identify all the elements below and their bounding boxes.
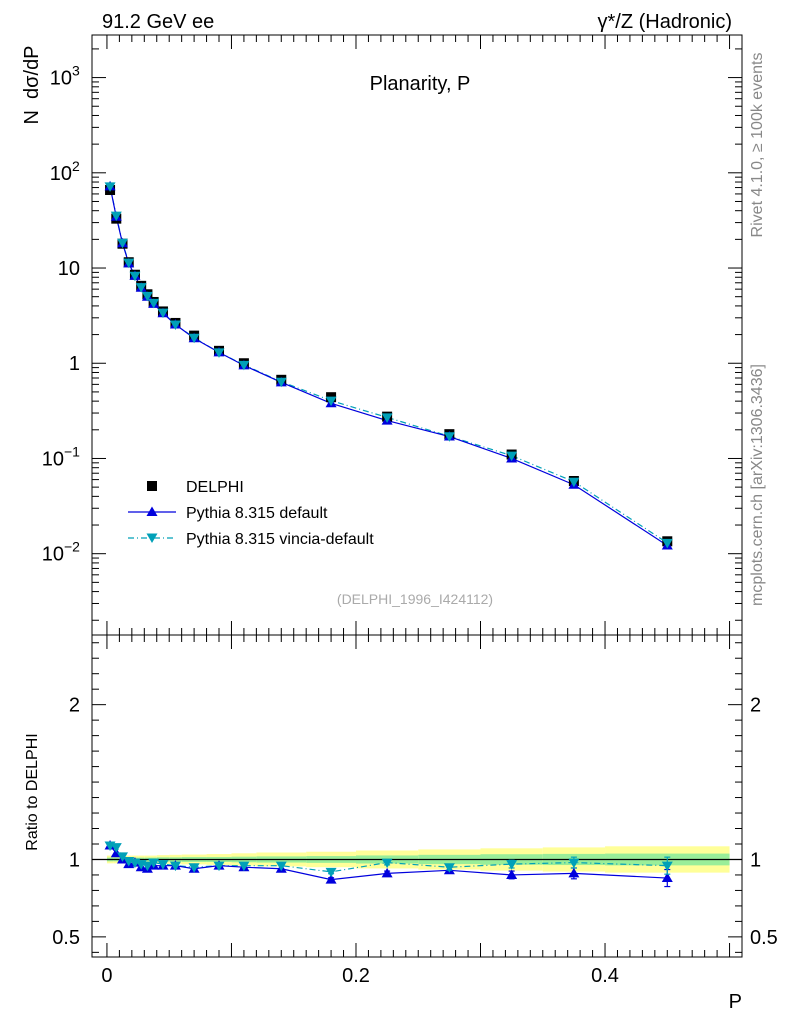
vincia-marker bbox=[123, 258, 135, 269]
main-y-tick-label: 1 bbox=[69, 353, 80, 375]
ratio-y-tick-label: 0.5 bbox=[52, 927, 80, 949]
main-y-tick-label-base: 10 bbox=[50, 163, 72, 185]
vincia-marker bbox=[213, 348, 225, 358]
ratio-vincia-marker bbox=[157, 860, 169, 870]
ratio-y-tick-label: 2 bbox=[69, 695, 80, 717]
ratio-vincia-marker bbox=[188, 863, 200, 873]
ratio-default-marker bbox=[506, 869, 518, 879]
ratio-y-ticks: 0.5 0.5 1 1 2 2 bbox=[52, 642, 778, 953]
ratio-series-layer bbox=[104, 840, 673, 888]
legend-marker-delphi bbox=[147, 481, 157, 491]
main-y-tick-label-base: 10 bbox=[50, 68, 72, 90]
main-y-tick-label: 10 −1 bbox=[42, 443, 80, 470]
vincia-marker bbox=[110, 211, 122, 222]
vincia-marker bbox=[104, 182, 116, 192]
header-right: γ*/Z (Hadronic) bbox=[598, 11, 732, 33]
main-y-tick-label: 10 bbox=[58, 258, 80, 280]
analysis-annotation: (DELPHI_1996_I424112) bbox=[337, 591, 493, 607]
x-tick-label: 0.2 bbox=[342, 965, 370, 987]
ratio-vincia-marker bbox=[169, 861, 181, 872]
ratio-y-tick-label-right: 1 bbox=[750, 849, 761, 871]
main-y-axis-label: N dσ/dP bbox=[21, 45, 43, 124]
vincia-marker bbox=[129, 271, 141, 282]
vincia-marker bbox=[157, 308, 169, 319]
legend-label-pythia-default: Pythia 8.315 default bbox=[186, 505, 328, 522]
main-y-tick-label-base: 10 bbox=[42, 544, 64, 566]
main-y-tick-label: 10 3 bbox=[50, 63, 80, 90]
ratio-default-marker bbox=[325, 874, 337, 884]
ratio-vincia-marker bbox=[213, 861, 225, 872]
vincia-marker bbox=[506, 451, 518, 462]
ratio-vincia-marker bbox=[117, 852, 129, 862]
vincia-marker bbox=[188, 333, 200, 344]
ratio-default-marker bbox=[381, 867, 393, 878]
vincia-marker bbox=[661, 538, 673, 549]
ratio-y-tick-label-right: 2 bbox=[750, 695, 761, 717]
ratio-vincia-marker bbox=[275, 861, 287, 872]
ratio-default-marker bbox=[568, 867, 580, 878]
ratio-vincia-marker bbox=[443, 863, 455, 873]
ratio-vincia-marker bbox=[325, 867, 337, 878]
vincia-marker bbox=[238, 360, 250, 371]
main-y-tick-label-base: 10 bbox=[42, 448, 64, 470]
ratio-vincia-marker bbox=[238, 861, 250, 872]
legend-marker-pythia-default bbox=[146, 506, 158, 516]
vincia-marker bbox=[568, 477, 580, 488]
ratio-vincia-marker bbox=[381, 858, 393, 869]
x-tick-label: 0.4 bbox=[591, 965, 619, 987]
main-y-tick-label-exponent: 2 bbox=[72, 158, 80, 174]
rivet-version-label: Rivet 4.1.0, ≥ 100k events bbox=[749, 53, 766, 238]
ratio-panel: 0.5 0.5 1 1 2 2 0 0.2 0.4 Ratio to DELPHI P bbox=[24, 634, 778, 1013]
vincia-marker bbox=[148, 298, 160, 309]
ratio-default-marker bbox=[661, 872, 673, 883]
vincia-marker bbox=[169, 320, 181, 331]
ratio-vincia-marker bbox=[506, 860, 518, 870]
source-label: mcplots.cern.ch [arXiv:1306.3436] bbox=[749, 364, 766, 606]
ratio-y-tick-label-right: 0.5 bbox=[750, 927, 778, 949]
legend-marker-pythia-vincia bbox=[146, 533, 158, 543]
vincia-marker bbox=[275, 377, 287, 388]
main-y-tick-label-exponent: −2 bbox=[64, 539, 80, 555]
main-y-tick-label: 10 2 bbox=[50, 158, 80, 185]
ratio-vincia-marker bbox=[141, 861, 153, 872]
main-title: Planarity, P bbox=[370, 73, 471, 95]
x-tick-label: 0 bbox=[101, 965, 112, 987]
vincia-marker bbox=[117, 238, 129, 249]
legend-label-pythia-vincia: Pythia 8.315 vincia-default bbox=[186, 531, 374, 548]
main-series-layer bbox=[104, 180, 673, 550]
header-left: 91.2 GeV ee bbox=[102, 11, 214, 33]
vincia-marker bbox=[135, 283, 147, 293]
ratio-x-ticks: 0 0.2 0.4 bbox=[101, 635, 731, 987]
vincia-marker bbox=[443, 432, 455, 442]
legend-label-delphi: DELPHI bbox=[186, 479, 244, 496]
main-y-tick-label: 10 −2 bbox=[42, 539, 80, 566]
vincia-marker bbox=[381, 413, 393, 423]
ratio-y-tick-label: 1 bbox=[69, 849, 80, 871]
main-x-ticks bbox=[106, 35, 731, 635]
vincia-marker bbox=[325, 396, 337, 407]
main-y-tick-label-exponent: 3 bbox=[72, 63, 80, 79]
ratio-vincia-marker bbox=[568, 858, 580, 869]
main-y-tick-label-exponent: −1 bbox=[64, 443, 80, 459]
ratio-vincia-marker bbox=[148, 858, 160, 869]
ratio-vincia-marker bbox=[661, 861, 673, 872]
vincia-marker bbox=[141, 291, 153, 302]
ratio-panel-frame bbox=[91, 634, 743, 958]
ratio-y-axis-label: Ratio to DELPHI bbox=[24, 733, 41, 850]
x-axis-label: P bbox=[729, 991, 742, 1013]
legend: DELPHI Pythia 8.315 default Pythia 8.315… bbox=[128, 479, 374, 548]
ratio-vincia-marker bbox=[110, 843, 122, 853]
